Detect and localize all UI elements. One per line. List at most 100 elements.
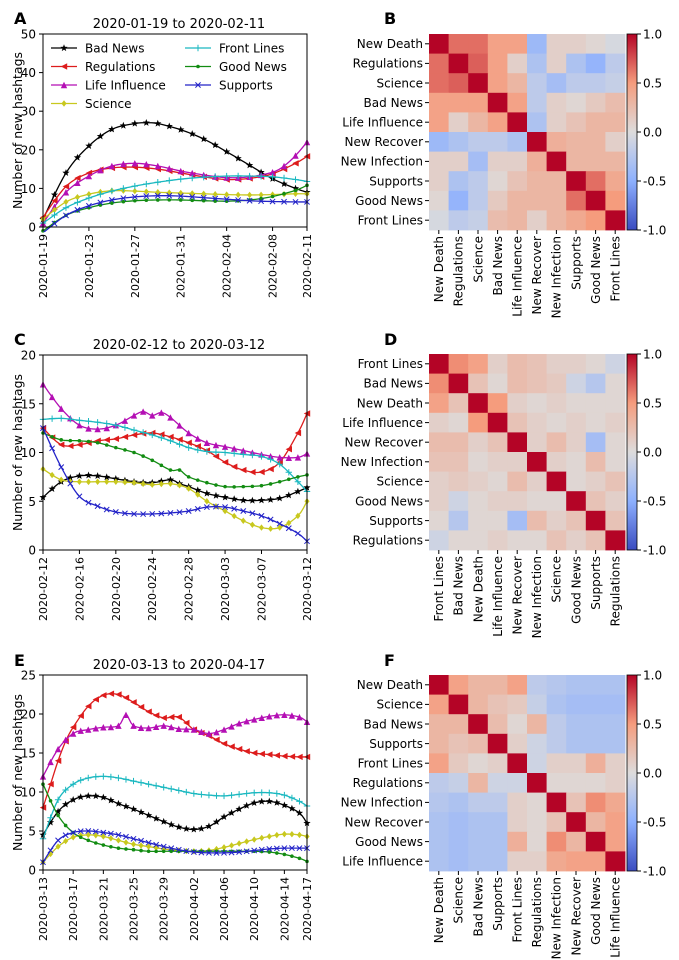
row-label: Science bbox=[376, 475, 423, 489]
heatmap-D: D Front Lines Bad News New Death Life Influe… bbox=[341, 330, 667, 638]
point-marker bbox=[258, 453, 265, 460]
col-label: New Death bbox=[432, 877, 446, 943]
y-tick-label: 0 bbox=[28, 221, 36, 235]
heatmap-cell bbox=[487, 452, 508, 472]
panel-letter: F bbox=[384, 651, 395, 670]
col-label: Front Lines bbox=[511, 877, 525, 942]
point-marker bbox=[46, 818, 55, 826]
colorbar-tick-label: 1.0 bbox=[643, 347, 662, 361]
heatmap-cell bbox=[448, 393, 469, 414]
heatmap-cell bbox=[566, 73, 587, 94]
heatmap-cell bbox=[468, 132, 489, 152]
heatmap-cell bbox=[468, 851, 489, 872]
point-marker bbox=[189, 193, 196, 200]
point-marker bbox=[229, 842, 235, 849]
x-tick-label: 2020-01-27 bbox=[129, 234, 142, 298]
point-marker bbox=[108, 187, 116, 195]
heatmap-cell bbox=[566, 733, 587, 754]
heatmap-cell bbox=[468, 491, 489, 512]
point-marker bbox=[249, 451, 256, 459]
heatmap-cell bbox=[585, 510, 606, 531]
heatmap-cell bbox=[507, 210, 528, 231]
heatmap-cell bbox=[448, 675, 469, 695]
heatmap-cell bbox=[487, 210, 508, 231]
row-label: New Recover bbox=[344, 436, 423, 450]
point-marker bbox=[268, 482, 273, 486]
point-marker bbox=[104, 443, 109, 447]
col-label: Front Lines bbox=[432, 556, 446, 621]
point-marker bbox=[129, 805, 138, 813]
point-marker bbox=[223, 196, 230, 203]
heatmap-cell bbox=[585, 773, 606, 793]
x-tick-label: 2020-03-12 bbox=[301, 557, 314, 621]
heatmap-cell bbox=[605, 34, 626, 54]
heatmap-cell bbox=[527, 471, 547, 492]
legend: Bad News Regulations Life Influence Science… bbox=[51, 42, 287, 111]
point-marker bbox=[58, 476, 64, 483]
point-marker bbox=[231, 505, 238, 512]
heatmap-cell bbox=[527, 792, 547, 813]
heatmap-cell bbox=[448, 753, 469, 774]
y-tick-label: 20 bbox=[21, 708, 36, 722]
colorbar-tick-label: 1.0 bbox=[643, 668, 662, 682]
point-marker bbox=[183, 725, 190, 733]
point-marker bbox=[100, 692, 107, 699]
heatmap-cell bbox=[585, 132, 606, 152]
heatmap-cell bbox=[448, 510, 469, 531]
row-label: Bad News bbox=[364, 717, 423, 731]
point-marker bbox=[211, 141, 219, 149]
col-label: Good News bbox=[589, 236, 603, 304]
heatmap-cell bbox=[566, 171, 587, 192]
heatmap-cell bbox=[605, 132, 626, 152]
col-label: New Death bbox=[432, 236, 446, 302]
heatmap-cell bbox=[487, 112, 508, 133]
heatmap-cell bbox=[448, 714, 469, 735]
point-marker bbox=[292, 152, 299, 159]
point-marker bbox=[189, 169, 196, 177]
point-marker bbox=[59, 438, 64, 442]
heatmap-cell bbox=[605, 851, 626, 872]
heatmap-cell bbox=[468, 773, 489, 793]
point-marker bbox=[190, 726, 198, 733]
point-marker bbox=[230, 463, 238, 470]
series-front-lines bbox=[39, 773, 311, 842]
row-label: Science bbox=[376, 76, 423, 90]
point-marker bbox=[115, 774, 122, 782]
point-marker bbox=[74, 206, 81, 213]
point-marker bbox=[250, 799, 258, 806]
point-marker bbox=[85, 499, 92, 506]
point-marker bbox=[282, 852, 287, 857]
point-marker bbox=[131, 182, 139, 190]
point-marker bbox=[66, 474, 74, 481]
point-marker bbox=[175, 713, 182, 721]
point-marker bbox=[62, 786, 69, 794]
point-marker bbox=[69, 781, 77, 788]
heatmap-cell bbox=[566, 412, 587, 433]
point-marker bbox=[273, 752, 281, 759]
point-marker bbox=[103, 473, 111, 481]
point-marker bbox=[186, 485, 192, 492]
point-marker bbox=[190, 198, 195, 203]
heatmap-cell bbox=[448, 471, 469, 492]
heatmap-cell bbox=[448, 452, 469, 472]
point-marker bbox=[227, 809, 236, 816]
point-marker bbox=[276, 461, 283, 468]
point-marker bbox=[160, 817, 168, 825]
row-label: New Infection bbox=[341, 796, 423, 810]
col-label: New Infection bbox=[550, 877, 564, 959]
heatmap-cell bbox=[487, 675, 508, 695]
point-marker bbox=[203, 439, 211, 446]
point-marker bbox=[51, 211, 58, 219]
point-marker bbox=[86, 838, 91, 843]
point-marker bbox=[47, 847, 54, 854]
heatmap-cell bbox=[507, 373, 528, 394]
point-marker bbox=[246, 172, 253, 180]
legend-entry: Good News bbox=[185, 60, 287, 74]
heatmap-cell bbox=[566, 354, 587, 374]
point-marker bbox=[185, 444, 192, 451]
heatmap-cell bbox=[566, 831, 587, 852]
point-marker bbox=[70, 834, 76, 841]
point-marker bbox=[122, 478, 128, 486]
heatmap-cell bbox=[605, 714, 626, 735]
point-marker bbox=[177, 125, 185, 133]
